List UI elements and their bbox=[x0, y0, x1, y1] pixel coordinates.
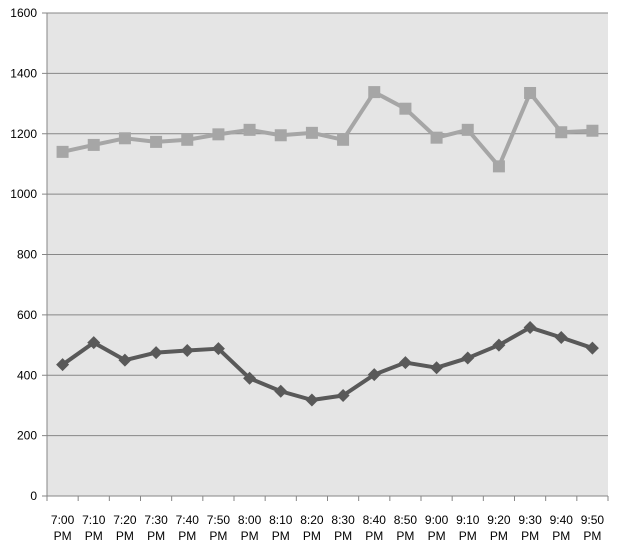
y-tick-label: 800 bbox=[17, 248, 37, 262]
x-tick-label-period: PM bbox=[490, 529, 508, 543]
y-tick-label: 1200 bbox=[10, 127, 37, 141]
series-2-point bbox=[118, 353, 132, 367]
y-tick-label: 200 bbox=[17, 429, 37, 443]
series-1-point bbox=[492, 160, 505, 173]
x-tick-label-time: 9:10 bbox=[456, 513, 480, 527]
x-tick-label-period: PM bbox=[241, 529, 259, 543]
series-1-point bbox=[56, 145, 69, 158]
y-tick-label: 600 bbox=[17, 308, 37, 322]
x-tick-label-time: 8:00 bbox=[238, 513, 262, 527]
series-2-point bbox=[398, 356, 412, 370]
x-tick-label-time: 8:10 bbox=[269, 513, 293, 527]
series-1-point bbox=[87, 138, 100, 151]
series-2-point bbox=[461, 351, 475, 365]
x-tick-label-period: PM bbox=[583, 529, 601, 543]
x-tick-label-time: 8:50 bbox=[394, 513, 418, 527]
series-2-point bbox=[523, 321, 537, 335]
x-tick-label-time: 7:20 bbox=[113, 513, 137, 527]
x-tick-label-time: 7:10 bbox=[82, 513, 106, 527]
series-2-point bbox=[56, 358, 70, 372]
series-2-point bbox=[492, 338, 506, 352]
y-tick-label: 400 bbox=[17, 368, 37, 382]
y-tick-label: 1600 bbox=[10, 6, 37, 20]
x-tick-label-period: PM bbox=[552, 529, 570, 543]
series-1-point bbox=[461, 123, 474, 136]
series-1-point bbox=[150, 135, 163, 148]
series-2-point bbox=[585, 341, 599, 355]
series-1-point bbox=[274, 129, 287, 142]
y-tick-label: 1400 bbox=[10, 66, 37, 80]
series-2-point bbox=[336, 388, 350, 402]
series-1-point bbox=[305, 126, 318, 139]
x-tick-label-period: PM bbox=[365, 529, 383, 543]
x-tick-label-time: 9:00 bbox=[425, 513, 449, 527]
gridlines bbox=[47, 12, 608, 437]
series-1-point bbox=[555, 126, 568, 139]
x-tick-label-period: PM bbox=[178, 529, 196, 543]
series-2-point bbox=[243, 371, 257, 385]
series-1-point bbox=[118, 132, 131, 145]
series-2-point bbox=[554, 331, 568, 345]
series-2-point bbox=[87, 336, 101, 350]
x-tick-label-time: 7:40 bbox=[176, 513, 200, 527]
x-tick-label-period: PM bbox=[303, 529, 321, 543]
x-tick-label-time: 9:30 bbox=[518, 513, 542, 527]
x-tick-label-time: 7:30 bbox=[144, 513, 168, 527]
x-axis-tick-labels: 7:00 PM 7:10 PM 7:20 PM 7:30 PM 7:40 PM 7:50 PM 8:00… bbox=[51, 513, 605, 543]
y-axis-tick-labels: 0 200 400 600 800 1000 1200 1400 1600 bbox=[10, 6, 37, 503]
series-2-point bbox=[180, 343, 194, 357]
x-tick-label-period: PM bbox=[85, 529, 103, 543]
series-layer bbox=[56, 86, 599, 407]
x-tick-label-period: PM bbox=[116, 529, 134, 543]
x-tick-label-period: PM bbox=[209, 529, 227, 543]
x-tick-label-period: PM bbox=[272, 529, 290, 543]
x-tick-label-time: 8:30 bbox=[331, 513, 355, 527]
x-tick-label-period: PM bbox=[334, 529, 352, 543]
x-tick-label-period: PM bbox=[459, 529, 477, 543]
series-2-point bbox=[305, 393, 319, 407]
series-1-point bbox=[524, 86, 537, 99]
x-tick-label-time: 9:40 bbox=[550, 513, 574, 527]
series-1-point bbox=[243, 123, 256, 136]
series-2-point bbox=[274, 384, 288, 398]
x-tick-label-time: 9:20 bbox=[487, 513, 511, 527]
x-tick-label-period: PM bbox=[521, 529, 539, 543]
series-1-point bbox=[430, 131, 443, 144]
series-1-point bbox=[181, 133, 194, 146]
x-tick-label-period: PM bbox=[54, 529, 72, 543]
x-tick-label-time: 8:20 bbox=[300, 513, 324, 527]
series-1-point bbox=[586, 124, 599, 137]
x-tick-label-time: 9:50 bbox=[581, 513, 605, 527]
x-tick-label-time: 8:40 bbox=[363, 513, 387, 527]
x-tick-label-period: PM bbox=[396, 529, 414, 543]
series-2-point bbox=[367, 368, 381, 382]
series-2-point bbox=[430, 361, 444, 375]
x-tick-label-time: 7:50 bbox=[207, 513, 231, 527]
series-1-point bbox=[212, 128, 225, 141]
x-tick-label-time: 7:00 bbox=[51, 513, 75, 527]
series-1-point bbox=[399, 102, 412, 115]
series-2-point bbox=[149, 346, 163, 360]
series-1-point bbox=[368, 86, 381, 99]
series-1-point bbox=[337, 133, 350, 146]
series-2-point bbox=[211, 342, 225, 356]
y-tick-label: 0 bbox=[30, 489, 37, 503]
x-tick-label-period: PM bbox=[147, 529, 165, 543]
series-1 bbox=[56, 86, 599, 173]
x-tick-label-period: PM bbox=[428, 529, 446, 543]
axes bbox=[42, 12, 609, 501]
y-tick-label: 1000 bbox=[10, 187, 37, 201]
series-2 bbox=[56, 321, 599, 407]
